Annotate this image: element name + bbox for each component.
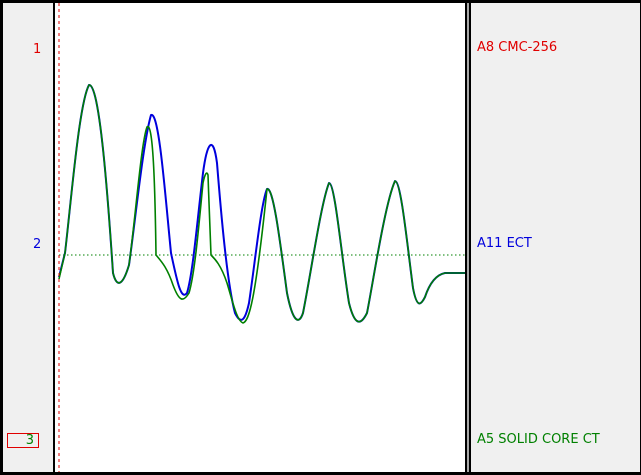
splitter-border-right [469,1,471,475]
splitter-handle[interactable] [467,3,469,472]
channel-2-name[interactable]: A11 ECT [477,236,532,251]
channel-2-trace [58,84,465,323]
channel-3-trace [58,84,465,324]
channel-2-number[interactable]: 2 [33,237,42,252]
channel-name-column: A8 CMC-256 A11 ECT A5 SOLID CORE CT [471,3,640,472]
splitter-border-left [465,1,467,475]
channel-number-column: 1 2 3 [3,3,53,472]
channel-1-number[interactable]: 1 [33,42,42,57]
channel-3-name[interactable]: A5 SOLID CORE CT [477,432,600,447]
waveform-plot-area[interactable] [55,3,465,472]
channel-1-name[interactable]: A8 CMC-256 [477,40,558,55]
channel-3-number-selected[interactable]: 3 [7,433,39,448]
